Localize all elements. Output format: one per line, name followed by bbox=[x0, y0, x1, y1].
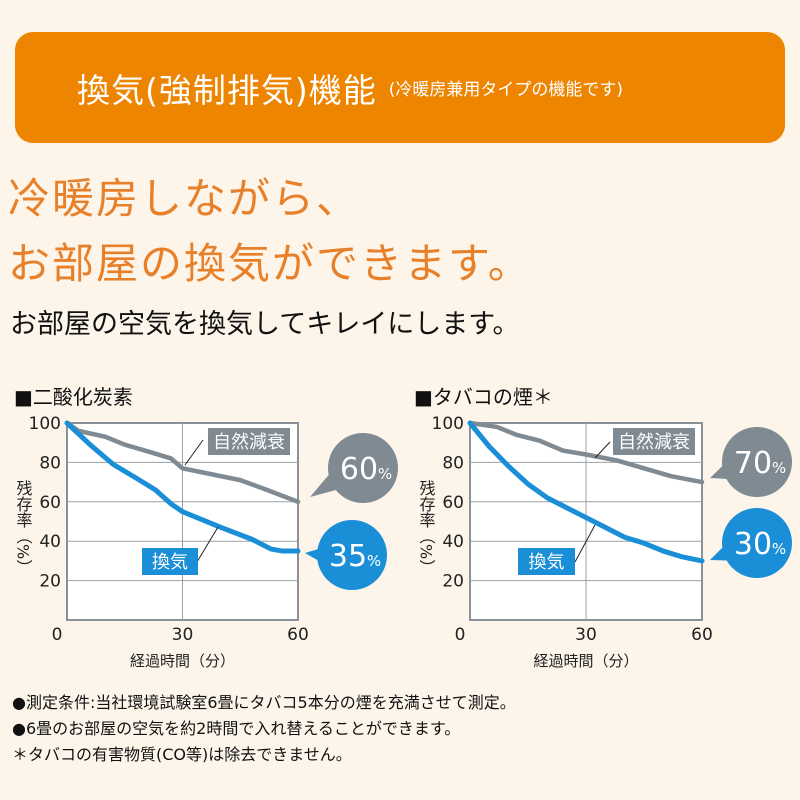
y-tick-label: 80 bbox=[442, 453, 464, 473]
callout-bubble bbox=[722, 508, 792, 578]
y-tick-label: 60 bbox=[442, 493, 464, 513]
banner-subtitle: (冷暖房兼用タイプの機能です) bbox=[388, 80, 624, 100]
leader-line bbox=[196, 526, 219, 563]
callout-unit: % bbox=[367, 552, 381, 570]
leader-line bbox=[574, 524, 596, 563]
y-tick-label: 60 bbox=[39, 493, 61, 513]
callout-bubble bbox=[317, 520, 387, 590]
callout-unit: % bbox=[378, 465, 392, 483]
y-tick-label: 40 bbox=[442, 532, 464, 552]
callout-value: 30 bbox=[734, 527, 772, 562]
x-tick-label: 0 bbox=[455, 625, 466, 645]
y-tick-label: 80 bbox=[39, 453, 61, 473]
y-tick-label: 100 bbox=[29, 414, 61, 434]
series-label: 換気 bbox=[529, 552, 565, 573]
y-axis-label: 残存率（%） bbox=[14, 480, 33, 575]
chart-svg: ■二酸化炭素 100 80 60 40 20 0 30 60 経過時間（分） 残存率（%） 自然減衰換… bbox=[14, 385, 398, 670]
note-disclaimer: ＊タバコの有害物質(CO等)は除去できません。 bbox=[12, 745, 352, 764]
note-air-exchange: ●6畳のお部屋の空気を約2時間で入れ替えることができます。 bbox=[12, 719, 461, 738]
y-tick-label: 40 bbox=[39, 532, 61, 552]
note-measurement: ●測定条件:当社環境試験室6畳にタバコ5本分の煙を充満させて測定。 bbox=[12, 693, 516, 712]
chart-title: ■タバコの煙＊ bbox=[414, 385, 553, 409]
callout-bubble bbox=[328, 433, 398, 503]
footnotes: ●測定条件:当社環境試験室6畳にタバコ5本分の煙を充満させて測定。 ●6畳のお部… bbox=[12, 690, 516, 768]
subheadline: お部屋の空気を換気してキレイにします。 bbox=[10, 309, 520, 340]
leader-line bbox=[594, 441, 611, 459]
series-label-box bbox=[142, 548, 198, 575]
series-label: 自然減衰 bbox=[213, 432, 285, 453]
headline-line2: お部屋の換気ができます。 bbox=[8, 239, 532, 288]
x-axis-label: 経過時間（分） bbox=[533, 652, 638, 670]
x-tick-label: 60 bbox=[287, 625, 309, 645]
y-tick-label: 20 bbox=[442, 572, 464, 592]
y-tick-label: 20 bbox=[39, 572, 61, 592]
callout-value: 70 bbox=[734, 446, 772, 481]
series-label-box bbox=[518, 548, 575, 575]
chart-title: ■二酸化炭素 bbox=[14, 385, 133, 409]
headline-line1: 冷暖房しながら、 bbox=[8, 174, 361, 223]
chart-svg: ■タバコの煙＊ 100 80 60 40 20 0 30 60 経過時間（分） 残存率（%） 自然減衰… bbox=[414, 385, 792, 670]
x-tick-label: 0 bbox=[52, 625, 63, 645]
callout-unit: % bbox=[772, 540, 786, 558]
series-line-ventilation bbox=[467, 420, 705, 564]
leader-line bbox=[184, 439, 204, 466]
feature-banner: 換気(強制排気)機能 (冷暖房兼用タイプの機能です) bbox=[15, 32, 785, 143]
series-line-natural-decay bbox=[467, 420, 705, 485]
series-line-ventilation bbox=[64, 420, 301, 554]
callout-value: 60 bbox=[340, 452, 378, 487]
series-label: 自然減衰 bbox=[618, 432, 690, 453]
x-axis-label: 経過時間（分） bbox=[130, 652, 235, 670]
series-label-box bbox=[208, 428, 290, 455]
y-axis-label: 残存率（%） bbox=[417, 480, 436, 575]
callout-bubble bbox=[722, 427, 792, 497]
series-label: 換気 bbox=[152, 552, 188, 573]
chart-co2: ■二酸化炭素 100 80 60 40 20 0 30 60 経過時間（分） 残存率（%） 自然減衰換… bbox=[0, 380, 400, 680]
x-tick-label: 30 bbox=[172, 625, 194, 645]
y-tick-label: 100 bbox=[432, 414, 464, 434]
series-line-natural-decay bbox=[64, 420, 301, 505]
x-tick-label: 30 bbox=[575, 625, 597, 645]
banner-title: 換気(強制排気)機能 bbox=[77, 70, 377, 110]
x-tick-label: 60 bbox=[691, 625, 713, 645]
series-label-box bbox=[613, 428, 695, 455]
callout-value: 35 bbox=[329, 539, 367, 574]
chart-smoke: ■タバコの煙＊ 100 80 60 40 20 0 30 60 経過時間（分） 残存率（%） 自然減衰… bbox=[400, 380, 800, 680]
callout-unit: % bbox=[772, 459, 786, 477]
